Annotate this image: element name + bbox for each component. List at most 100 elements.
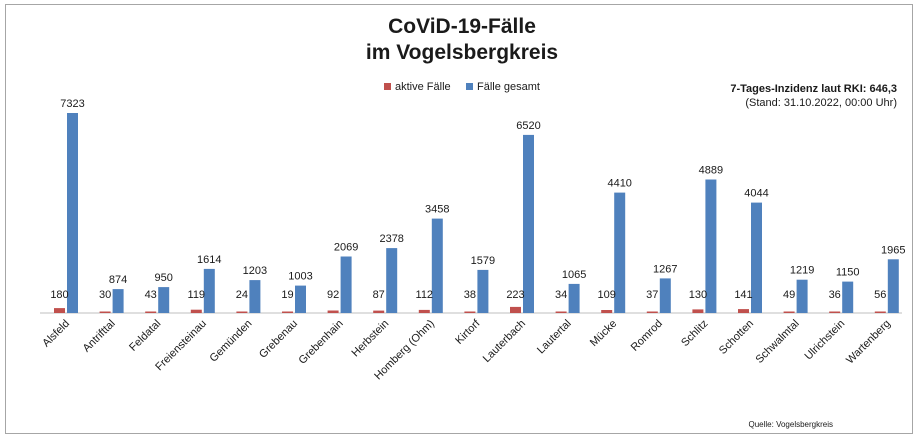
- chart-title-line2: im Vogelsbergkreis: [366, 41, 558, 64]
- category-label-lautertal: Lautertal: [535, 318, 574, 357]
- bar-gesamt-homberg-ohm: [431, 218, 443, 313]
- category-label-schlitz: Schlitz: [679, 318, 710, 349]
- category-label-romrod: Romrod: [629, 318, 665, 354]
- bar-aktive-lauterbach: [510, 306, 521, 313]
- bar-aktive-alsfeld: [54, 308, 65, 313]
- chart-title-line1: CoViD-19-Fälle: [388, 15, 536, 38]
- category-label-lauterbach: Lauterbach: [481, 318, 528, 365]
- bar-gesamt-antrifttal: [112, 289, 124, 313]
- bar-aktive-freiensteinau: [190, 309, 202, 313]
- category-label-schotten: Schotten: [717, 318, 756, 357]
- bar-gesamt-grebenau: [295, 285, 306, 313]
- value-label-aktive-wartenberg: 56: [874, 289, 886, 301]
- bar-gesamt-freiensteinau: [203, 268, 215, 313]
- bar-aktive-romrod: [646, 311, 658, 313]
- bar-aktive-schwalmtal: [783, 311, 795, 313]
- bar-aktive-antrifttal: [99, 311, 111, 313]
- bar-aktive-grebenau: [282, 311, 293, 313]
- value-label-aktive-homberg-ohm: 112: [416, 289, 434, 301]
- value-label-gesamt-schotten: 4044: [744, 188, 768, 200]
- value-label-aktive-antrifttal: 30: [99, 289, 111, 301]
- bar-gesamt-lautertal: [568, 283, 580, 313]
- category-label-wartenberg: Wartenberg: [844, 318, 893, 367]
- legend-label-gesamt: Fälle gesamt: [477, 81, 540, 93]
- value-label-gesamt-antrifttal: 874: [109, 274, 127, 286]
- value-label-aktive-feldatal: 43: [145, 289, 157, 301]
- value-label-aktive-kirtorf: 38: [464, 289, 476, 301]
- value-label-gesamt-freiensteinau: 1614: [197, 254, 221, 266]
- value-label-gesamt-lauterbach: 6520: [516, 120, 540, 132]
- value-label-gesamt-kirtorf: 1579: [471, 255, 495, 267]
- bar-aktive-kirtorf: [464, 311, 476, 313]
- category-label-grebenau: Grebenau: [257, 318, 300, 361]
- incidence-text: 7-Tages-Inzidenz laut RKI: 646,3: [730, 83, 897, 95]
- value-label-aktive-gemuenden: 24: [236, 289, 248, 301]
- value-label-aktive-ulrichstein: 36: [829, 289, 841, 301]
- bar-aktive-grebenhain: [327, 310, 339, 313]
- legend-swatch-gesamt: [466, 83, 473, 90]
- value-label-gesamt-muecke: 4410: [607, 178, 631, 190]
- category-labels-group: Alsfeld Antrifttal FeldatalFreiensteinauGe…: [40, 317, 893, 382]
- category-label-ulrichstein: Ulrichstein: [803, 318, 848, 363]
- value-label-gesamt-schwalmtal: 1219: [790, 265, 814, 277]
- bar-gesamt-feldatal: [158, 287, 170, 313]
- value-label-gesamt-feldatal: 950: [155, 272, 173, 284]
- bar-gesamt-schwalmtal: [796, 279, 808, 313]
- value-label-gesamt-ulrichstein: 1150: [836, 267, 860, 279]
- bar-gesamt-muecke: [614, 192, 626, 313]
- value-label-gesamt-herbstein: 2378: [379, 233, 403, 245]
- category-label-gemuenden: Gemünden: [208, 318, 255, 365]
- category-label-feldatal: Feldatal: [127, 318, 163, 354]
- legend: aktive Fälle Fälle gesamt: [384, 81, 540, 93]
- value-label-aktive-grebenhain: 92: [327, 289, 339, 301]
- value-label-aktive-schlitz: 130: [689, 289, 707, 301]
- bar-gesamt-gemuenden: [249, 280, 261, 313]
- value-label-gesamt-schlitz: 4889: [699, 165, 723, 177]
- stand-text: (Stand: 31.10.2022, 00:00 Uhr): [745, 97, 897, 109]
- legend-label-aktive: aktive Fälle: [395, 81, 451, 93]
- value-label-aktive-muecke: 109: [598, 289, 616, 301]
- bar-aktive-schlitz: [692, 309, 704, 313]
- bar-aktive-homberg-ohm: [418, 309, 430, 313]
- category-label-schwalmtal: Schwalmtal: [753, 318, 801, 366]
- bar-aktive-ulrichstein: [829, 311, 841, 313]
- bar-aktive-muecke: [601, 310, 613, 313]
- bar-aktive-feldatal: [145, 311, 157, 313]
- value-label-gesamt-romrod: 1267: [653, 263, 677, 275]
- bar-gesamt-kirtorf: [477, 269, 489, 313]
- category-label-antrifttal: Antrifttal: [81, 318, 118, 355]
- bar-aktive-gemuenden: [236, 311, 248, 313]
- bar-aktive-wartenberg: [874, 311, 886, 313]
- bar-aktive-schotten: [738, 309, 749, 313]
- value-label-gesamt-lautertal: 1065: [562, 269, 586, 281]
- value-label-aktive-lauterbach: 223: [506, 289, 524, 301]
- value-label-gesamt-gemuenden: 1203: [243, 265, 267, 277]
- value-label-aktive-alsfeld: 180: [50, 289, 68, 301]
- bar-gesamt-ulrichstein: [842, 281, 854, 313]
- value-label-aktive-herbstein: 87: [373, 289, 385, 301]
- bar-gesamt-schlitz: [705, 179, 717, 313]
- bar-aktive-herbstein: [373, 310, 385, 313]
- bar-gesamt-schotten: [751, 202, 762, 313]
- bar-gesamt-alsfeld: [67, 113, 78, 313]
- bars-group: [54, 113, 899, 313]
- value-label-gesamt-grebenhain: 2069: [334, 242, 358, 254]
- bar-gesamt-romrod: [659, 278, 671, 313]
- category-label-alsfeld: Alsfeld: [40, 318, 72, 350]
- value-label-aktive-romrod: 37: [646, 289, 658, 301]
- bar-gesamt-wartenberg: [887, 259, 899, 313]
- value-label-aktive-schwalmtal: 49: [783, 289, 795, 301]
- category-label-muecke: Mücke: [588, 318, 619, 349]
- legend-swatch-aktive: [384, 83, 391, 90]
- bar-gesamt-grebenhain: [340, 256, 352, 313]
- value-label-aktive-schotten: 141: [734, 289, 752, 301]
- value-label-aktive-grebenau: 19: [281, 289, 293, 301]
- value-label-aktive-freiensteinau: 119: [188, 289, 206, 301]
- category-label-kirtorf: Kirtorf: [453, 317, 483, 347]
- category-label-grebenhain: Grebenhain: [297, 318, 346, 367]
- value-label-gesamt-homberg-ohm: 3458: [425, 204, 449, 216]
- value-label-gesamt-alsfeld: 7323: [60, 98, 84, 110]
- source-text: Quelle: Vogelsbergkreis: [749, 420, 834, 429]
- value-label-gesamt-wartenberg: 1965: [881, 244, 905, 256]
